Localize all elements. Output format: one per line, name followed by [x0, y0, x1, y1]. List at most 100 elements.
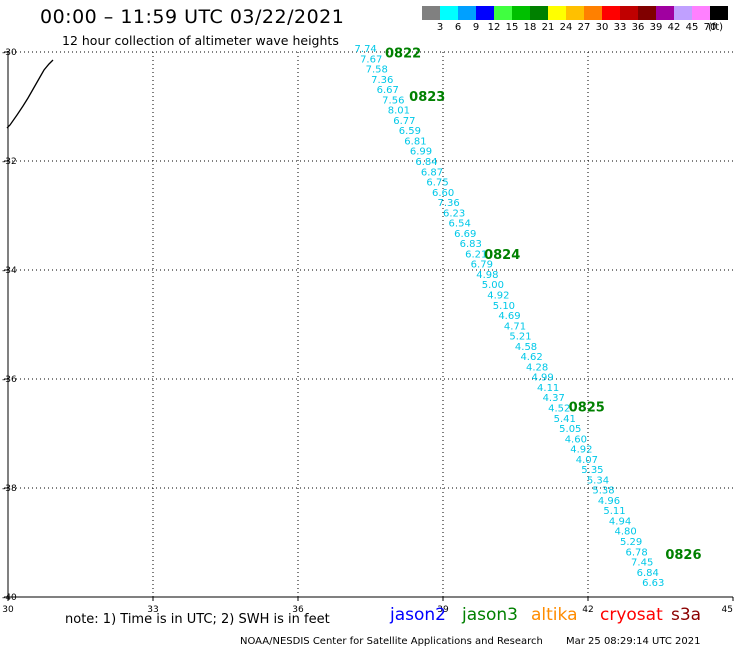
wave-height-value: 4.58 [515, 342, 537, 353]
scale-swatch [656, 6, 674, 20]
units-note: note: 1) Time is in UTC; 2) SWH is in fe… [65, 612, 330, 627]
wave-height-value: 6.78 [626, 547, 648, 558]
scale-label: 21 [541, 22, 555, 33]
wave-height-value: 4.94 [609, 516, 631, 527]
coastline-path [6, 59, 54, 129]
scale-unit: (ft) [708, 22, 724, 33]
wave-height-value: 6.21 [465, 249, 487, 260]
wave-height-value: 4.28 [526, 362, 548, 373]
wave-height-value: 6.59 [399, 126, 421, 137]
scale-swatch [422, 6, 440, 20]
wave-height-value: 6.99 [410, 147, 432, 158]
lat-lon-grid [8, 51, 733, 597]
wave-height-value: 4.37 [543, 393, 565, 404]
wave-height-value: 7.58 [366, 65, 388, 76]
scale-swatch [530, 6, 548, 20]
wave-height-value: 4.99 [532, 373, 554, 384]
wave-height-value: 4.96 [598, 496, 620, 507]
wave-height-value: 5.11 [603, 506, 625, 517]
lat-tick-label: -30 [2, 48, 17, 58]
wave-height-value: 4.62 [520, 352, 542, 363]
lon-tick-label: 39 [437, 605, 449, 615]
wave-height-value: 6.79 [471, 260, 493, 271]
scale-swatch [638, 6, 656, 20]
time-label: 0824 [484, 248, 520, 263]
wave-height-value: 5.34 [587, 475, 609, 486]
wave-height-value: 4.11 [537, 383, 559, 394]
time-labels: 0822 0823 0824 0825 0826 [385, 46, 702, 562]
wave-height-value: 4.92 [487, 291, 509, 302]
wave-height-value: 7.67 [360, 54, 382, 65]
wave-height-value: 5.41 [554, 414, 576, 425]
scale-label: 70 [703, 22, 717, 33]
wave-height-value: 6.23 [443, 208, 465, 219]
wave-height-value: 6.63 [642, 578, 664, 589]
scale-swatch [512, 6, 530, 20]
scale-swatch [440, 6, 458, 20]
scale-swatch [566, 6, 584, 20]
lat-tick-label: -40 [2, 593, 17, 603]
map-subtitle: 12 hour collection of altimeter wave hei… [62, 33, 339, 48]
scale-swatch [548, 6, 566, 20]
map-title: 00:00 – 11:59 UTC 03/22/2021 [40, 6, 345, 28]
lat-tick-label: -36 [2, 375, 17, 385]
wave-height-value: 7.56 [382, 95, 404, 106]
wave-height-value: 6.54 [449, 219, 471, 230]
wave-height-value: 4.69 [498, 311, 520, 322]
wave-height-value: 5.29 [620, 537, 642, 548]
scale-swatch [674, 6, 692, 20]
wave-height-value: 6.84 [637, 568, 659, 579]
wave-height-value: 6.67 [377, 85, 399, 96]
scale-label: 45 [685, 22, 699, 33]
wave-height-value: 6.84 [415, 157, 437, 168]
scale-swatch [494, 6, 512, 20]
wave-height-value: 4.80 [614, 527, 636, 538]
scale-label: 30 [595, 22, 609, 33]
satellite-track: 7.747.677.587.366.677.568.016.776.596.81… [355, 44, 665, 589]
wave-height-value: 5.05 [559, 424, 581, 435]
scale-swatch [620, 6, 638, 20]
wave-height-value: 6.75 [426, 178, 448, 189]
scale-label: 36 [631, 22, 645, 33]
scale-label: 27 [577, 22, 591, 33]
coastline [6, 59, 54, 129]
wave-height-value: 4.52 [548, 403, 570, 414]
wave-height-value: 6.69 [454, 229, 476, 240]
satellite-name-jason2: jason2 [390, 605, 446, 625]
time-label: 0826 [665, 548, 701, 563]
time-label: 0823 [409, 90, 445, 105]
satellite-name-s3a: s3a [671, 605, 702, 625]
wave-height-value: 4.07 [576, 455, 598, 466]
axis-ticks: 30 33 36 39 42 45 -30 -32 -34 -36 -38 -40 [2, 48, 734, 615]
satellite-name-altika: altika [531, 605, 578, 625]
wave-height-value: 5.35 [581, 465, 603, 476]
scale-swatch [692, 6, 710, 20]
scale-label: 15 [505, 22, 519, 33]
wave-height-value: 6.81 [404, 136, 426, 147]
map-frame [7, 52, 733, 598]
credit-line: NOAA/NESDIS Center for Satellite Applica… [240, 636, 543, 647]
scale-swatch [458, 6, 476, 20]
wave-height-value: 8.01 [388, 106, 410, 117]
wave-height-value: 7.74 [355, 44, 377, 55]
lat-tick-label: -34 [2, 266, 17, 276]
time-label: 0822 [385, 46, 421, 61]
wave-height-value: 5.00 [482, 280, 504, 291]
wave-height-value: 6.77 [393, 116, 415, 127]
wave-height-value: 6.87 [421, 167, 443, 178]
lat-tick-label: -32 [2, 157, 17, 167]
lon-tick-label: 45 [722, 605, 733, 615]
scale-label: 9 [472, 22, 480, 33]
wave-height-value: 4.60 [565, 434, 587, 445]
scale-label: 39 [649, 22, 663, 33]
wave-height-value: 5.21 [509, 332, 531, 343]
scale-swatch [476, 6, 494, 20]
scale-swatch [710, 6, 728, 20]
lon-tick-label: 36 [292, 605, 304, 615]
generated-timestamp: Mar 25 08:29:14 UTC 2021 [566, 636, 701, 647]
wave-height-value: 6.60 [432, 188, 454, 199]
scale-swatch [602, 6, 620, 20]
wave-height-value: 4.71 [504, 321, 526, 332]
wave-height-value: 7.45 [631, 558, 653, 569]
